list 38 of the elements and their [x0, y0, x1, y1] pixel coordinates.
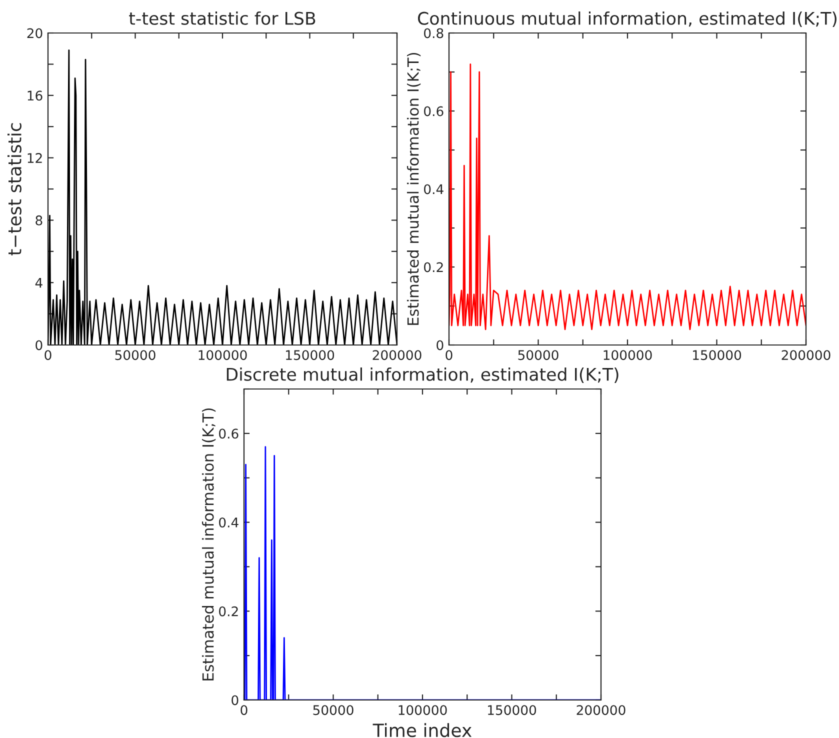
y-tick-label: 0.2 — [219, 606, 238, 616]
y-tick-label: 0.2 — [424, 262, 443, 272]
x-tick-label: 100000 — [604, 350, 652, 360]
x-tick-label: 200000 — [372, 350, 422, 360]
x-tick-label: 100000 — [398, 705, 447, 716]
y-axis-title: Estimated mutual information I(K;T) — [202, 408, 216, 680]
x-tick-label: 0 — [240, 705, 248, 716]
x-axis-title: Time index — [372, 723, 472, 738]
x-tick-label: 50000 — [115, 350, 156, 360]
x-tick-label: 150000 — [488, 705, 536, 716]
y-tick-label: 0 — [36, 340, 42, 350]
y-tick-label: 0.4 — [219, 518, 238, 528]
y-tick-label: 16 — [28, 90, 42, 101]
y-axis-title: t−test statistic — [7, 123, 22, 256]
x-tick-label: 150000 — [286, 350, 334, 360]
chart-title: t-test statistic for LSB — [129, 11, 316, 25]
y-axis-title: Estimated mutual information I(K;T) — [406, 52, 421, 325]
x-tick-label: 150000 — [693, 350, 742, 360]
y-tick-label: 8 — [36, 215, 42, 226]
y-tick-label: 0.6 — [219, 428, 238, 439]
y-tick-label: 20 — [27, 28, 42, 38]
chart-title: Discrete mutual information, estimated I(K;T) — [226, 367, 618, 383]
y-tick-label: 4 — [35, 278, 42, 288]
y-tick-label: 0 — [436, 340, 444, 350]
x-tick-label: 100000 — [198, 350, 247, 360]
x-tick-label: 0 — [446, 350, 452, 360]
y-tick-label: 0.4 — [424, 184, 444, 194]
x-tick-label: 50000 — [313, 705, 354, 716]
x-tick-label: 0 — [44, 350, 52, 360]
chart-title: Continuous mutual information, estimated I(K;T) — [418, 11, 836, 27]
y-tick-label: 0.8 — [424, 28, 444, 38]
y-tick-label: 0 — [232, 695, 238, 706]
y-tick-label: 12 — [28, 153, 42, 163]
x-tick-label: 200000 — [782, 350, 830, 360]
y-tick-label: 0.6 — [424, 106, 444, 116]
x-tick-label: 50000 — [518, 350, 558, 360]
line-series — [449, 64, 806, 330]
x-tick-label: 200000 — [576, 705, 626, 716]
